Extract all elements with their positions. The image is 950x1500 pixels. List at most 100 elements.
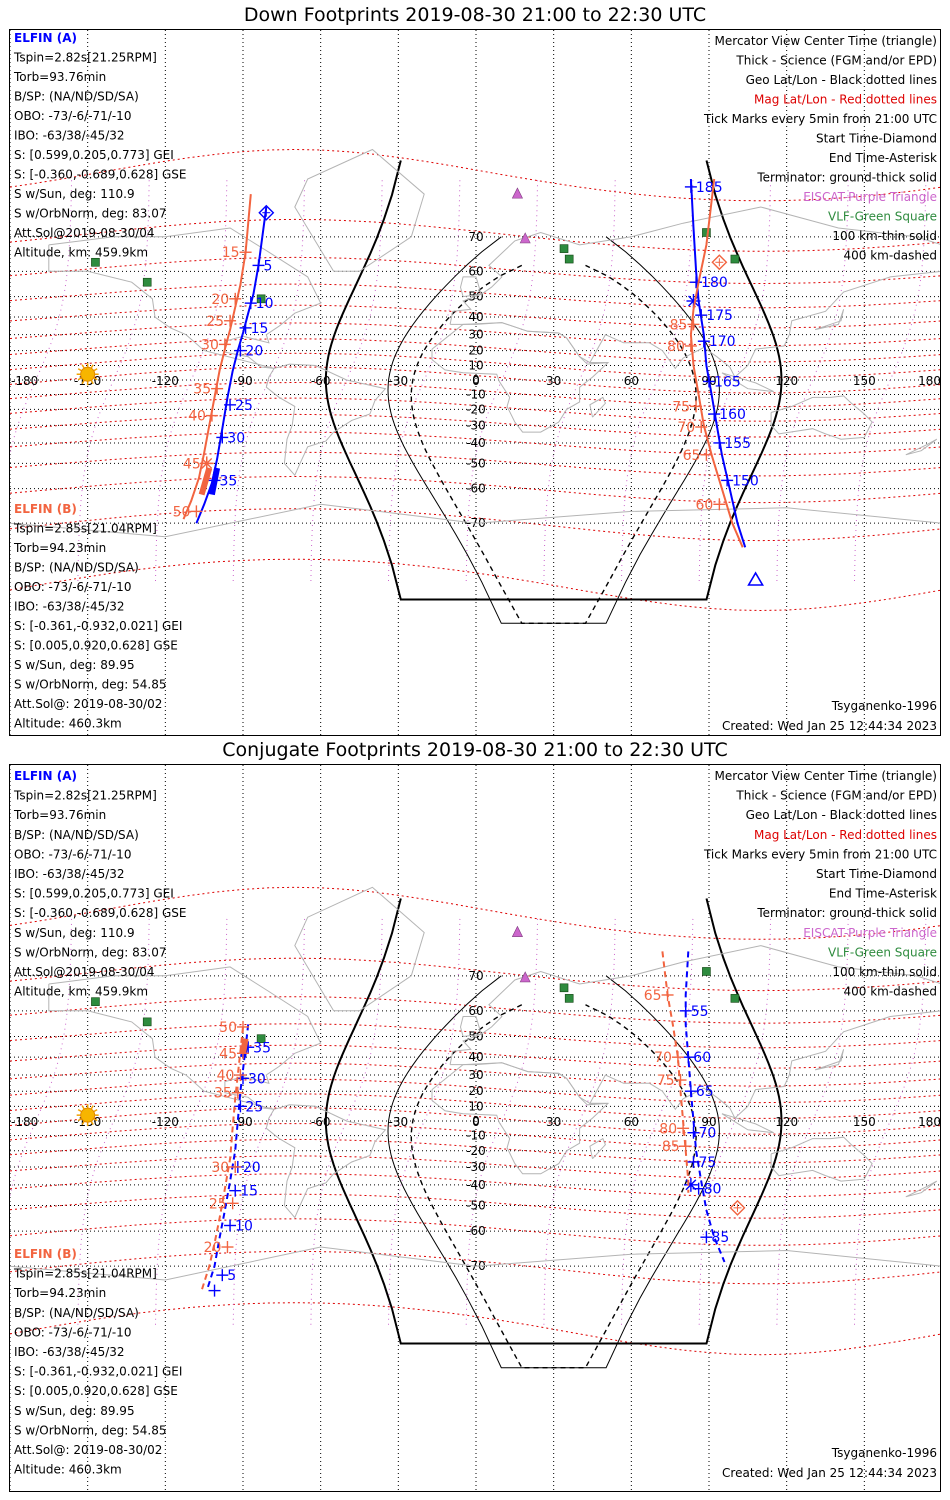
coastline-group (10, 886, 940, 1281)
elfin-b-info-line: Torb=94.23min (13, 1286, 106, 1300)
x-tick-label: 90 (701, 1115, 716, 1129)
x-tick-label: 0 (472, 1115, 480, 1129)
tick-label: 20 (211, 292, 229, 308)
y-tick-label: 40 (468, 1050, 483, 1064)
conjugate-footprints-map: -180-150-120-90-60-300306090120150180706… (10, 765, 940, 1491)
tick-label: 25 (235, 398, 253, 414)
track-elfin-b: 50 45 40 35 30 25 20 (200, 1020, 249, 1291)
elfin-a-info-line: S w/OrbNorm, deg: 83.07 (14, 945, 166, 959)
elfin-a-info-line: IBO: -63/38/-45/32 (14, 867, 125, 881)
tick-label: 35 (193, 382, 211, 398)
track-elfin-a: 185 180 175 170 165 160 155 150 (684, 178, 759, 548)
tick-label: 25 (209, 1196, 227, 1212)
tick-label: 50 (219, 1020, 237, 1036)
legend-entry: Terminator: ground-thick solid (756, 171, 937, 185)
tick-label: 85 (662, 1139, 680, 1155)
y-tick-label: 70 (468, 230, 483, 244)
end-asterisk-icon (686, 294, 701, 309)
x-tick-label: 150 (853, 1115, 876, 1129)
mag-latitude-line (10, 148, 940, 202)
tick-label: 5 (227, 1268, 236, 1284)
tick-label: 50 (173, 504, 191, 520)
y-tick-label: 70 (468, 969, 483, 983)
coastline (10, 1246, 940, 1281)
elfin-b-info-line: Tspin=2.85s[21.04RPM] (13, 522, 157, 536)
conjugate-footprints-panel: -180-150-120-90-60-300306090120150180706… (9, 764, 941, 1492)
mag-latitude-line (10, 218, 940, 252)
tick-label: 70 (677, 420, 695, 436)
vlf-square-icon (730, 254, 740, 264)
coastline (814, 309, 845, 331)
terminator-100km-line (387, 975, 720, 1369)
elfin-b-info-line: Altitude: 460.3km (14, 1463, 122, 1477)
y-tick-label: 10 (468, 1099, 483, 1113)
vlf-square-icon (730, 994, 740, 1003)
legend-entry: Thick - Science (FGM and/or EPD) (735, 54, 937, 68)
legend-entry: Thick - Science (FGM and/or EPD) (735, 789, 937, 803)
coastline (294, 148, 425, 272)
y-tick-label: -40 (466, 436, 486, 450)
elfin-b-title: ELFIN (B) (14, 502, 77, 516)
elfin-a-info-line: Att.Sol@2019-08-30/04 (14, 226, 155, 240)
view-center-triangle-icon (511, 187, 523, 199)
footprint-track-line (689, 178, 747, 548)
vlf-square-icon (142, 1017, 152, 1027)
vlf-square-icon (256, 294, 266, 304)
legend-entry: End Time-Asterisk (829, 887, 937, 901)
eiscat-triangle-icon (519, 971, 531, 983)
mag-latitude-line (10, 1062, 940, 1087)
sun-icon (76, 363, 99, 386)
legend-entry: VLF-Green Square (828, 945, 937, 959)
footprint-track-line (689, 178, 744, 548)
mag-meridian-line (854, 178, 927, 582)
ground-terminator-line (324, 898, 783, 1345)
eiscat-triangle-icon (519, 232, 531, 244)
coastline (721, 1113, 774, 1134)
vlf-square-icon (91, 257, 100, 267)
map-grid (10, 765, 940, 1491)
x-tick-label: 30 (546, 1115, 561, 1129)
legend-entry: 100 km-thin solid (832, 229, 937, 243)
tick-label: 65 (696, 1084, 714, 1100)
mag-meridian-line (155, 178, 228, 582)
mag-meridian-line (388, 178, 461, 582)
mag-latitude-line (10, 1023, 940, 1049)
tick-label: 20 (204, 1240, 222, 1256)
elfin-a-info-line: S w/Sun, deg: 110.9 (14, 926, 135, 940)
elfin-a-info-line: Altitude, km: 459.9km (14, 246, 148, 260)
terminator-100km-line (387, 236, 720, 624)
sun-ray (93, 1118, 98, 1122)
elfin-b-title: ELFIN (B) (14, 1247, 77, 1261)
sun-ray (81, 1105, 85, 1110)
tick-label: 5 (264, 258, 273, 274)
track-elfin-a: 55 60 65 70 75 80 85 (679, 951, 729, 1263)
terminator-400km-line (410, 264, 697, 624)
mag-latitude-line (10, 1193, 940, 1219)
y-tick-label: -20 (466, 402, 486, 416)
legend-entry: End Time-Asterisk (829, 151, 937, 165)
elfin-b-info-line: S: [-0.361,-0.932,0.021] GEI (14, 1365, 182, 1379)
elfin-a-info-line: B/SP: (NA/ND/SD/SA) (14, 828, 139, 842)
coastline (265, 1104, 387, 1219)
elfin-b-info-line: S w/OrbNorm, deg: 54.85 (14, 678, 166, 692)
tick-label: 10 (256, 296, 274, 312)
start-diamond-icon (729, 1199, 746, 1216)
elfin-b-info-line: OBO: -73/-6/-71/-10 (14, 1325, 131, 1339)
elfin-b-info-line: B/SP: (NA/ND/SD/SA) (14, 1306, 139, 1320)
sun-ray (81, 1120, 85, 1126)
coastline-group (10, 148, 940, 538)
elfin-b-info-line: Att.Sol@: 2019-08-30/02 (14, 1443, 162, 1457)
vlf-square-icon (702, 228, 711, 237)
sun-ray (90, 364, 94, 369)
tick-label: 15 (222, 245, 240, 261)
mag-latitude-line (10, 1107, 940, 1135)
x-tick-label: -90 (233, 374, 253, 388)
tick-label: 165 (714, 374, 741, 390)
y-tick-label: -50 (466, 456, 486, 470)
x-tick-label: -90 (233, 1115, 253, 1129)
tick-label: 40 (217, 1068, 235, 1084)
coastline (449, 206, 940, 378)
legend-entry: Terminator: ground-thick solid (756, 906, 937, 920)
tick-label: 175 (706, 308, 733, 324)
elfin-a-info-line: S: [0.599,0.205,0.773] GEI (14, 148, 174, 162)
